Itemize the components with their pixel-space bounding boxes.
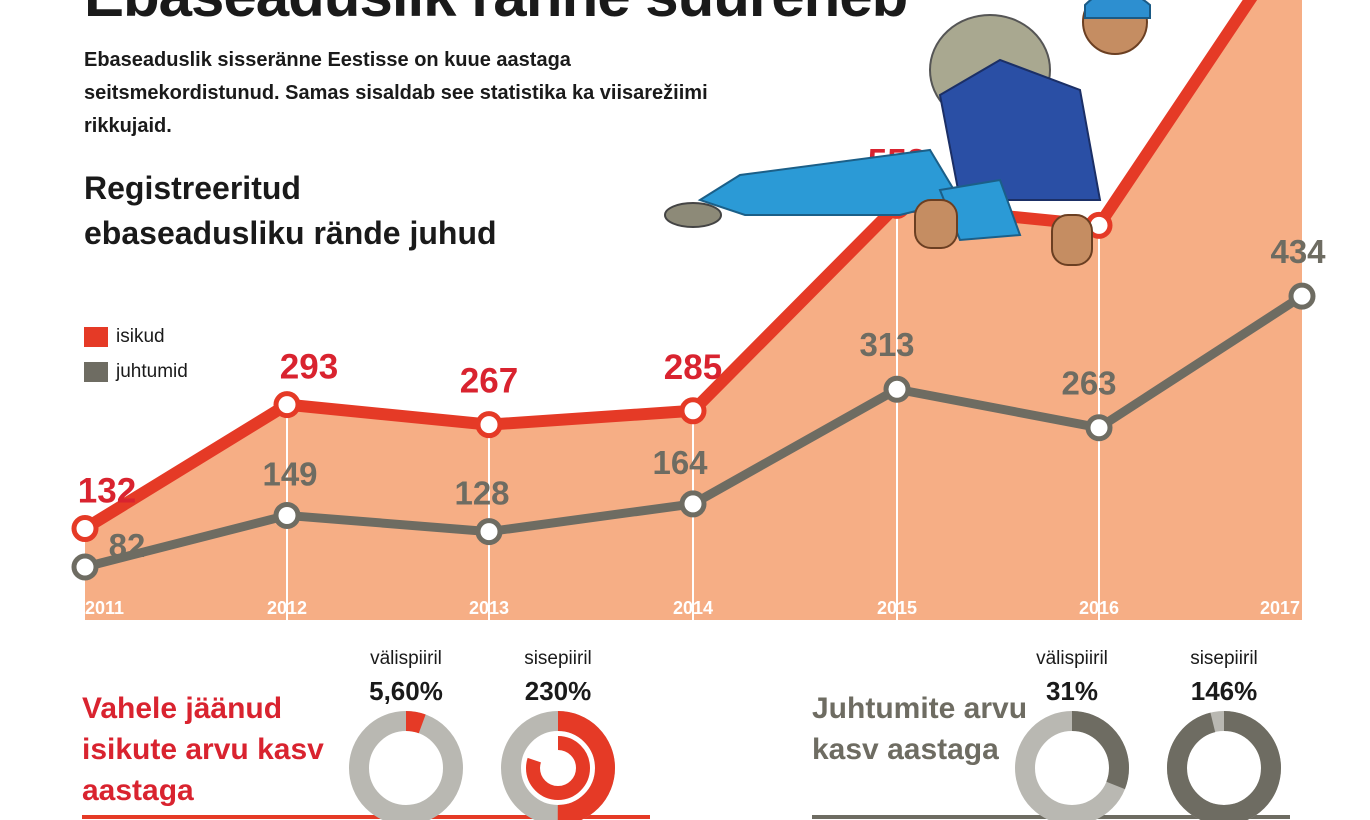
persons-divider [82, 815, 650, 819]
juhtumid-data-label: 434 [1270, 233, 1326, 270]
x-tick-label: 2015 [877, 598, 917, 618]
cases-growth-title: Juhtumite arvu kasv aastaga [812, 692, 1028, 766]
page-title: Ebaseaduslik ränne suureneb [84, 0, 908, 26]
legend-item-juhtumid: juhtumid [84, 361, 188, 383]
persons-inner-label: sisepiiril [524, 648, 592, 669]
isikud-area [85, 0, 1302, 620]
x-tick-label: 2013 [469, 598, 509, 618]
juhtumid-point [883, 375, 911, 403]
juhtumid-data-label: 82 [109, 527, 146, 564]
isikud-data-label: 267 [460, 362, 518, 401]
x-tick-label: 2011 [85, 598, 124, 618]
donut-arc [1015, 711, 1129, 820]
cases-inner-label: sisepiiril [1190, 648, 1258, 669]
persons-outer-label: välispiiril [370, 648, 442, 669]
cases-outer-value: 31% [1045, 676, 1099, 706]
persons-growth-title: Vahele jäänud isikute arvu kasv aastaga [82, 692, 324, 807]
climbing-man-illustration [664, 0, 1151, 266]
cases-inner-value: 146% [1190, 676, 1258, 706]
juhtumid-point [1085, 414, 1113, 442]
cases-outer-donut [1015, 711, 1129, 820]
isikud-data-label: 285 [664, 348, 722, 387]
juhtumid-data-label: 149 [262, 455, 317, 492]
legend-label-isikud: isikud [116, 326, 165, 347]
x-tick-label: 2012 [267, 598, 307, 618]
juhtumid-data-label: 164 [652, 444, 708, 481]
x-tick-label: 2014 [673, 598, 713, 618]
intro-text: Ebaseaduslik sisseränne Eestisse on kuue… [84, 49, 708, 137]
juhtumid-point [1288, 282, 1316, 310]
donut-inner-arc [526, 736, 590, 800]
donut-arc [1167, 711, 1281, 820]
juhtumid-point [475, 518, 503, 546]
isikud-point [475, 411, 503, 439]
legend-swatch-isikud [84, 327, 108, 347]
juhtumid-data-label: 263 [1061, 365, 1116, 402]
isikud-point [71, 515, 99, 543]
chart-subtitle: Registreeritud ebaseadusliku rände juhud [84, 170, 497, 251]
isikud-point [679, 397, 707, 425]
isikud-data-label: 132 [78, 472, 136, 511]
juhtumid-data-label: 313 [859, 326, 914, 363]
legend-label-juhtumid: juhtumid [116, 361, 188, 382]
juhtumid-data-label: 128 [454, 475, 509, 512]
isikud-data-label: 293 [280, 348, 338, 387]
cases-inner-donut [1167, 711, 1281, 820]
juhtumid-point [273, 501, 301, 529]
x-tick-label: 2017 [1260, 598, 1300, 618]
legend-item-isikud: isikud [84, 326, 165, 348]
legend-swatch-juhtumid [84, 362, 108, 382]
donut-track [349, 711, 463, 820]
persons-inner-value: 230% [524, 676, 592, 706]
juhtumid-point [71, 553, 99, 581]
persons-outer-value: 5,60% [369, 676, 443, 706]
x-tick-label: 2016 [1079, 598, 1119, 618]
juhtumid-point [679, 490, 707, 518]
cases-outer-label: välispiiril [1036, 648, 1108, 669]
donut-arc [501, 711, 615, 820]
persons-inner-donut [501, 711, 615, 820]
isikud-point [273, 391, 301, 419]
persons-outer-donut [349, 711, 463, 820]
donut-arc [349, 711, 463, 820]
